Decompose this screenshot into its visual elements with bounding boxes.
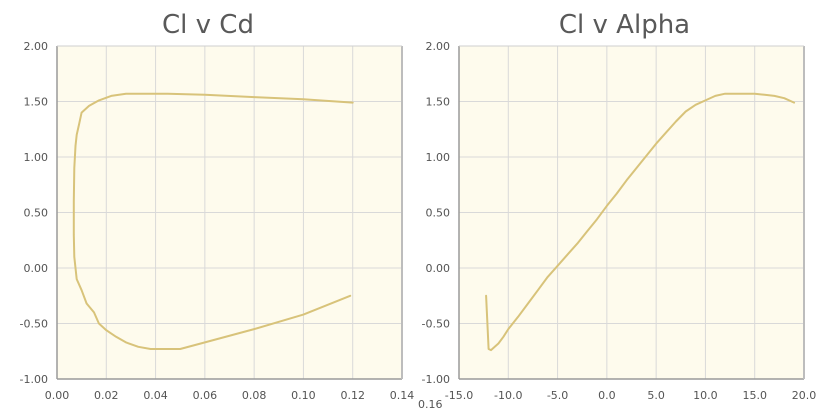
y-tick-label: 2.00 xyxy=(426,40,451,53)
x-tick-label: 0.08 xyxy=(242,389,267,402)
y-tick-label: 1.00 xyxy=(426,151,451,164)
x-tick-label: 0.02 xyxy=(94,389,119,402)
y-tick-label: 1.00 xyxy=(24,151,49,164)
y-tick-label: -0.50 xyxy=(20,318,48,331)
y-tick-label: -1.00 xyxy=(20,373,48,386)
y-tick-label: -1.00 xyxy=(422,373,450,386)
y-tick-label: 0.50 xyxy=(24,207,49,220)
series-line xyxy=(72,92,354,350)
x-tick-label: 15.0 xyxy=(742,389,767,402)
x-tick-label: -5.0 xyxy=(547,389,568,402)
x-tick-label: 20.0 xyxy=(792,389,817,402)
y-tick-label: 1.50 xyxy=(426,96,451,109)
x-tick-label: 0.04 xyxy=(143,389,168,402)
x-tick-label: 0.14 xyxy=(390,389,415,402)
y-tick-label: 1.50 xyxy=(24,96,49,109)
y-tick-label: -0.50 xyxy=(422,318,450,331)
x-tick-label: 10.0 xyxy=(693,389,718,402)
chart-plot-cl-v-alpha: -15.0 -10.0 -5.0 0.0 5.0 10.0 15.0 20.0 -1.00 -0.… xyxy=(422,40,817,402)
chart-cl-v-alpha: Cl v Alpha -15.0 -10.0 -5.0 0.0 5.0 10.0 15.0 2… xyxy=(416,0,833,417)
x-tick-label: 0.0 xyxy=(598,389,616,402)
x-tick-label: 0.06 xyxy=(193,389,218,402)
x-tick-label: 0.10 xyxy=(291,389,316,402)
chart-cl-v-cd: Cl v Cd 0.00 0.02 0.04 0.06 0.08 0.10 0.12 0.14… xyxy=(0,0,443,417)
y-tick-label: 0.00 xyxy=(426,262,451,275)
overflow-tick-label: 0.16 xyxy=(418,398,443,411)
x-tick-label: 5.0 xyxy=(647,389,665,402)
series-line xyxy=(485,92,796,352)
x-tick-label: 0.00 xyxy=(45,389,70,402)
x-tick-label: -10.0 xyxy=(494,389,522,402)
chart-title: Cl v Alpha xyxy=(558,10,691,40)
y-tick-label: 0.00 xyxy=(24,262,49,275)
chart-plot-cl-v-cd: 0.00 0.02 0.04 0.06 0.08 0.10 0.12 0.14 -1.00 -0.… xyxy=(20,40,415,402)
chart-title: Cl v Cd xyxy=(162,10,254,40)
x-tick-label: -15.0 xyxy=(445,389,473,402)
y-tick-label: 0.50 xyxy=(426,207,451,220)
y-tick-label: 2.00 xyxy=(24,40,49,53)
x-tick-label: 0.12 xyxy=(340,389,365,402)
